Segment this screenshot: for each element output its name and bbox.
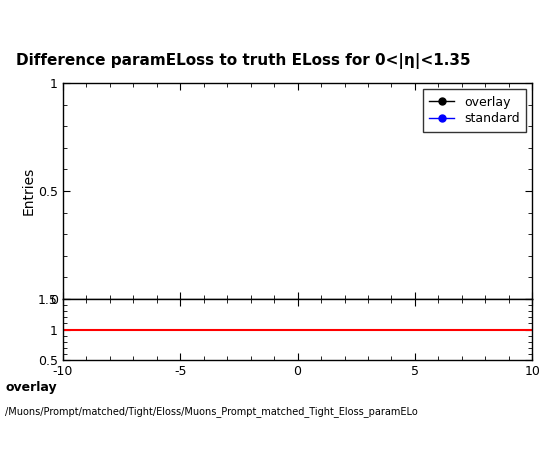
Text: Difference paramELoss to truth ELoss for 0<|η|<1.35: Difference paramELoss to truth ELoss for… <box>16 53 471 69</box>
Legend: overlay, standard: overlay, standard <box>423 90 526 132</box>
Text: /Muons/Prompt/matched/Tight/Eloss/Muons_Prompt_matched_Tight_Eloss_paramELo: /Muons/Prompt/matched/Tight/Eloss/Muons_… <box>5 407 418 418</box>
Text: overlay: overlay <box>5 381 57 394</box>
Y-axis label: Entries: Entries <box>21 167 35 215</box>
